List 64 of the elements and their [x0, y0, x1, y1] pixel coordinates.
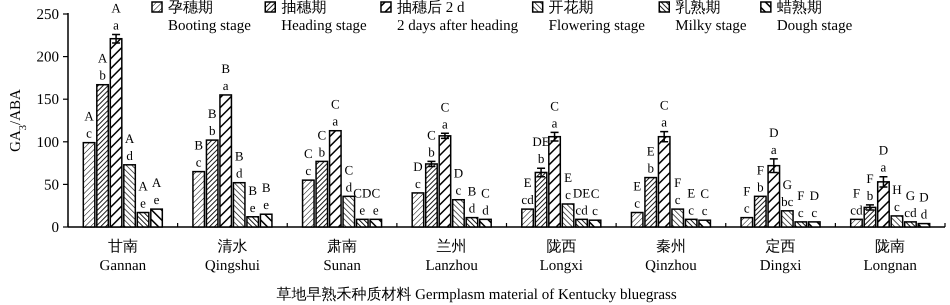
- x-tick-label: 陇西 Longxi: [540, 239, 583, 274]
- data-label: DE cd: [572, 185, 590, 218]
- data-label: D c: [413, 158, 423, 191]
- data-label: B b: [208, 106, 217, 138]
- x-tick-label: 定西 Dingxi: [760, 238, 802, 274]
- data-label: F b: [866, 170, 874, 203]
- data-label: B d: [234, 148, 244, 181]
- y-tick-label: 200: [36, 50, 59, 66]
- data-label: G bc: [781, 176, 794, 209]
- data-label: F c: [797, 188, 804, 220]
- y-tick-label: 50: [44, 177, 59, 194]
- data-label: A d: [124, 130, 135, 163]
- x-tick-label: 肃南 Sunan: [323, 238, 362, 274]
- data-label: C b: [427, 127, 436, 160]
- x-tick-label: 兰州 Lanzhou: [425, 238, 478, 274]
- data-label: D a: [878, 142, 888, 175]
- data-label: CD e: [353, 185, 372, 218]
- data-label: A a: [111, 0, 122, 32]
- data-label: D a: [769, 124, 779, 157]
- data-label: B c: [194, 138, 204, 170]
- data-label: A b: [98, 50, 108, 83]
- data-label: B a: [221, 60, 230, 93]
- data-label: G cd: [904, 188, 918, 220]
- y-tick-label: 100: [36, 134, 59, 151]
- data-label: A e: [138, 178, 148, 211]
- legend-label: 开花期 Flowering stage: [548, 0, 646, 34]
- y-tick-label: 250: [36, 7, 59, 23]
- y-tick-label: 0: [52, 220, 59, 236]
- data-label: F cd: [850, 185, 864, 218]
- x-tick-label: 清水 Qingshui: [204, 238, 260, 274]
- x-axis-title: 草地早熟禾种质材料 Germplasm material of Kentucky bluegrass: [276, 286, 677, 303]
- data-label: E b: [646, 144, 655, 176]
- legend-label: 孕穗期 Booting stage: [168, 0, 252, 34]
- data-label: A c: [84, 108, 94, 141]
- x-tick-label: 秦州 Qinzhou: [645, 238, 698, 274]
- data-label: D c: [454, 166, 464, 198]
- data-label: B d: [468, 184, 477, 216]
- y-tick-label: 150: [36, 92, 59, 108]
- data-label: B e: [248, 182, 258, 215]
- legend-label: 抽穗期 Heading stage: [281, 0, 367, 34]
- x-tick-label: 陇南 Longnan: [864, 238, 918, 274]
- data-label: H c: [892, 182, 902, 214]
- data-label: C c: [700, 186, 710, 218]
- data-label: C c: [590, 186, 600, 218]
- data-label: E cd: [521, 175, 534, 208]
- x-tick-label: 甘南 Gannan: [99, 238, 147, 274]
- data-label: E c: [564, 170, 572, 202]
- data-label: B e: [262, 180, 271, 212]
- data-label: F c: [674, 175, 682, 208]
- data-label: C c: [304, 146, 313, 178]
- data-label: F b: [756, 162, 764, 194]
- data-label: E c: [633, 178, 642, 211]
- data-label: C d: [344, 162, 354, 194]
- data-label: C d: [481, 185, 490, 218]
- data-label: F c: [743, 184, 750, 216]
- data-label: A e: [152, 175, 162, 208]
- data-label: C a: [550, 98, 559, 130]
- data-label: C a: [660, 98, 669, 130]
- data-label: D d: [919, 190, 929, 222]
- data-label: C e: [371, 185, 380, 218]
- data-label: C a: [440, 99, 450, 132]
- data-label: E c: [687, 185, 696, 218]
- data-label: C a: [330, 96, 340, 129]
- data-label: D c: [810, 188, 820, 220]
